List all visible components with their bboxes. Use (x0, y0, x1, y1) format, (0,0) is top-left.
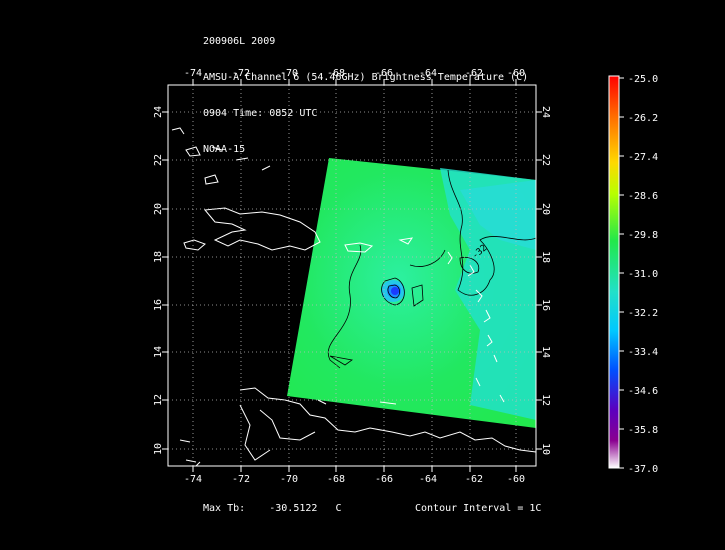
lon-label: -68 (327, 68, 345, 79)
lat-label: 10 (540, 443, 551, 455)
lat-label: 16 (540, 299, 551, 311)
lat-label: 20 (153, 203, 164, 215)
colorbar-label: -33.4 (628, 347, 658, 358)
lat-label: 18 (540, 251, 551, 263)
lon-label: -60 (507, 474, 525, 485)
lon-label: -62 (465, 68, 483, 79)
lon-label: -60 (507, 68, 525, 79)
colorbar-label: -29.8 (628, 230, 658, 241)
map-frame (167, 84, 537, 467)
lon-label: -64 (419, 474, 437, 485)
colorbar-label: -27.4 (628, 152, 658, 163)
colorbar-labels: -25.0 -26.2 -27.4 -28.6 -29.8 -31.0 -32.… (628, 74, 658, 475)
lat-label: 24 (153, 106, 164, 118)
max-tb-value: -30.5122 (269, 503, 318, 514)
lat-label: 12 (153, 394, 164, 406)
lat-label: 14 (153, 346, 164, 358)
lon-label: -66 (375, 474, 393, 485)
colorbar (608, 75, 620, 469)
lat-label: 24 (540, 106, 551, 118)
lon-labels-bottom: -74 -72 -70 -68 -66 -64 -62 -60 (184, 474, 525, 485)
colorbar-label: -31.0 (628, 269, 658, 280)
lon-label: -64 (419, 68, 437, 79)
colorbar-label: -35.8 (628, 425, 658, 436)
max-tb-unit: C (335, 503, 342, 514)
lat-label: 10 (153, 443, 164, 455)
lon-label: -66 (375, 68, 393, 79)
lat-labels-left: 10 12 14 16 18 20 22 24 (153, 106, 164, 455)
colorbar-ticks (619, 77, 624, 469)
colorbar-label: -25.0 (628, 74, 658, 85)
graticule (168, 85, 536, 466)
lon-label: -70 (280, 68, 298, 79)
colorbar-label: -32.2 (628, 308, 658, 319)
lon-labels-top: -74 -72 -70 -68 -66 -64 -62 -60 (184, 68, 525, 79)
swath-layer (287, 158, 536, 428)
lon-label: -68 (327, 474, 345, 485)
header: 200906L 2009 AMSU-A Channel 6 (54.46GHz)… (203, 12, 528, 168)
max-tb-label: Max Tb: (203, 503, 246, 514)
colorbar-label: -34.6 (628, 386, 658, 397)
lat-label: 14 (540, 346, 551, 358)
tick-marks (162, 79, 542, 472)
lat-label: 16 (153, 299, 164, 311)
lat-labels-right: 10 12 14 16 18 20 22 24 (540, 106, 551, 455)
lon-label: -74 (184, 474, 202, 485)
lat-label: 20 (540, 203, 551, 215)
header-satellite: NOAA-15 (203, 144, 246, 155)
lat-label: 18 (153, 251, 164, 263)
colorbar-label: -28.6 (628, 191, 658, 202)
max-tb-readout: Max Tb: -30.5122 C (203, 503, 342, 514)
lon-label: -72 (232, 68, 250, 79)
lon-label: -74 (184, 68, 202, 79)
header-title: 200906L 2009 (203, 36, 276, 47)
lon-label: -62 (465, 474, 483, 485)
colorbar-label: -37.0 (628, 464, 658, 475)
header-time: 0904 Time: 0852 UTC (203, 108, 318, 119)
lat-label: 22 (540, 154, 551, 166)
header-product: AMSU-A Channel 6 (54.46GHz) Brightness T… (203, 72, 529, 83)
colorbar-label: -26.2 (628, 113, 658, 124)
contour-interval: Contour Interval = 1C (415, 503, 542, 514)
lon-label: -72 (232, 474, 250, 485)
lat-label: 12 (540, 394, 551, 406)
lat-label: 22 (153, 154, 164, 166)
contour-lines (327, 169, 536, 369)
coastlines (171, 127, 536, 466)
lon-label: -70 (280, 474, 298, 485)
